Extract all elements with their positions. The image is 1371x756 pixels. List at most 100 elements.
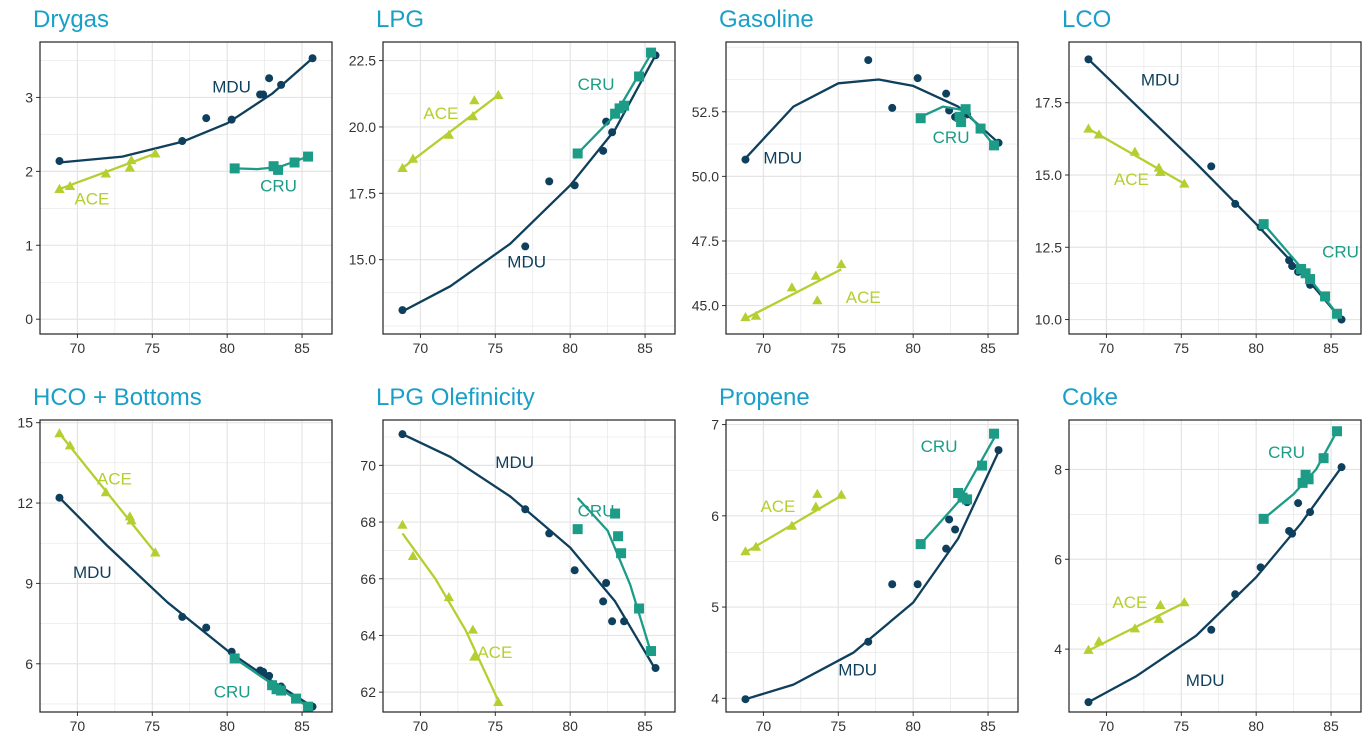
- y-tick-label: 50.0: [692, 168, 719, 184]
- plot-frame: [725, 419, 1019, 713]
- x-tick-label: 80: [219, 718, 235, 734]
- data-point: [810, 270, 822, 280]
- x-tick-label: 75: [488, 340, 504, 356]
- data-point: [989, 428, 1000, 439]
- data-point: [1294, 499, 1303, 508]
- series-label: CRU: [260, 176, 297, 195]
- y-tick-label: 8: [1054, 461, 1062, 477]
- data-point: [956, 117, 967, 128]
- y-tick-label: 4: [711, 690, 719, 706]
- data-point: [55, 157, 64, 166]
- x-tick-label: 80: [905, 340, 921, 356]
- series-ace: ACE: [397, 519, 512, 706]
- data-point: [989, 140, 1000, 151]
- chart-panel: LPG Olefinicity 70 75 80 85 62 64 66 68 70 MDU ACE C…: [343, 378, 685, 756]
- series-mdu: MDU: [741, 446, 1003, 704]
- y-tick-label: 15: [17, 415, 33, 431]
- chart-title: Drygas: [33, 6, 110, 33]
- series-label: ACE: [1112, 593, 1147, 612]
- data-point: [620, 617, 629, 626]
- data-point: [1155, 599, 1166, 609]
- series-label: MDU: [507, 253, 546, 272]
- fit-line-mdu: [1087, 466, 1343, 704]
- x-tick-label: 80: [1248, 718, 1264, 734]
- data-point: [1332, 308, 1343, 319]
- x-tick-label: 80: [219, 340, 235, 356]
- data-point: [273, 164, 284, 175]
- series-label: MDU: [1186, 671, 1225, 690]
- series-label: ACE: [846, 288, 881, 307]
- data-point: [599, 597, 608, 606]
- series-ace: ACE: [740, 259, 881, 322]
- series-ace: ACE: [54, 148, 161, 209]
- y-tick-label: 47.5: [692, 233, 719, 249]
- series-label: ACE: [97, 469, 132, 488]
- data-point: [124, 162, 136, 172]
- data-point: [1300, 268, 1311, 279]
- data-point: [150, 148, 161, 158]
- data-point: [398, 306, 407, 315]
- data-point: [572, 148, 583, 159]
- fit-line-ace: [401, 532, 500, 702]
- y-tick-label: 1: [25, 237, 33, 253]
- series-cru: CRU: [915, 104, 1000, 151]
- data-point: [651, 664, 660, 673]
- data-point: [608, 617, 617, 626]
- x-tick-label: 75: [145, 340, 161, 356]
- fit-line-mdu: [744, 78, 1000, 160]
- series-cru: CRU: [915, 428, 1000, 550]
- data-point: [1332, 426, 1343, 437]
- data-point: [469, 651, 480, 661]
- data-point: [608, 128, 617, 137]
- data-point: [54, 428, 65, 438]
- data-point: [741, 155, 750, 164]
- data-point: [545, 177, 554, 186]
- gridlines: [1068, 42, 1361, 334]
- fit-line-mdu: [59, 57, 314, 164]
- data-point: [276, 685, 287, 696]
- x-tick-label: 75: [488, 718, 504, 734]
- data-point: [951, 525, 960, 534]
- x-tick-label: 75: [145, 718, 161, 734]
- data-point: [786, 282, 798, 292]
- chart-panel: Coke 70 75 80 85 4 6 8 MDU ACE CRU: [1029, 378, 1371, 756]
- data-point: [407, 153, 419, 163]
- series-label: MDU: [763, 148, 802, 167]
- fit-line-ace: [744, 268, 842, 320]
- series-cru: CRU: [572, 497, 657, 657]
- y-tick-label: 6: [711, 508, 719, 524]
- plot-frame: [39, 419, 333, 713]
- data-point: [1256, 563, 1265, 572]
- chart-svg: 70 75 80 85 45.0 47.5 50.0 52.5 MDU ACE CRU: [692, 41, 1019, 356]
- data-point: [521, 505, 530, 514]
- data-point: [291, 693, 302, 704]
- gridlines: [382, 42, 675, 334]
- chart-svg: 70 75 80 85 0 1 2 3 MDU ACE CRU: [25, 41, 333, 356]
- x-tick-label: 75: [1174, 718, 1190, 734]
- data-point: [915, 539, 926, 550]
- data-point: [1153, 613, 1165, 623]
- data-point: [178, 612, 187, 621]
- data-point: [1231, 590, 1240, 599]
- data-point: [303, 701, 314, 712]
- data-point: [265, 671, 274, 680]
- y-tick-label: 17.5: [1035, 95, 1062, 111]
- data-point: [227, 115, 236, 124]
- plot-frame: [39, 41, 333, 335]
- series-cru: CRU: [572, 47, 657, 159]
- y-tick-label: 66: [360, 571, 376, 587]
- x-tick-label: 70: [70, 718, 86, 734]
- data-point: [1084, 55, 1093, 64]
- data-point: [812, 295, 823, 305]
- chart-title: Propene: [719, 384, 810, 411]
- chart-panel: Gasoline 70 75 80 85 45.0 47.5 50.0 52.5 MDU ACE CR…: [686, 0, 1028, 378]
- chart-panel: HCO + Bottoms 70 75 80 85 6 9 12 15 MDU ACE CRU: [0, 378, 342, 756]
- x-tick-label: 80: [1248, 340, 1264, 356]
- data-point: [229, 163, 240, 174]
- data-point: [786, 520, 798, 530]
- fit-line-mdu: [1087, 58, 1343, 321]
- fit-line-ace: [1087, 127, 1185, 185]
- data-point: [960, 104, 971, 115]
- data-point: [1207, 625, 1216, 634]
- series-label: MDU: [212, 77, 251, 96]
